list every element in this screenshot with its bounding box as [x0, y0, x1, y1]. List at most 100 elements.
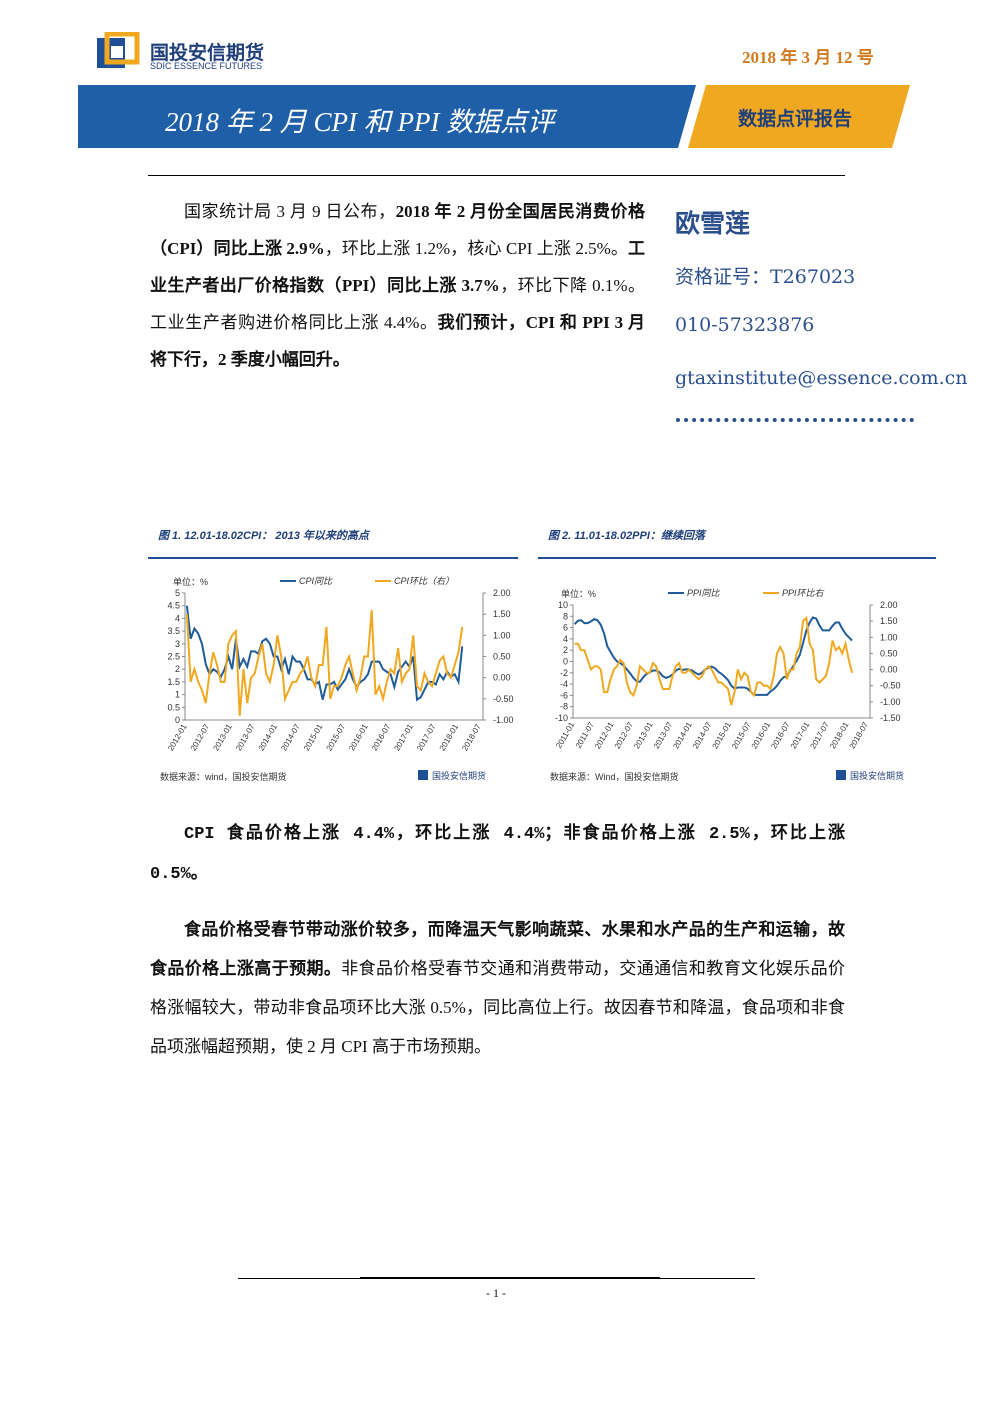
logo-en: SDIC ESSENCE FUTURES — [150, 61, 263, 71]
text-run: ，环比下降 0.1%。工业生产者购进价格同比上涨 4.4%。 — [150, 276, 645, 332]
text-run: 我们预计，CPI 和 PPI 3 月将下行，2 季度小幅回升。 — [150, 313, 645, 369]
y2-tick-label: 0.00 — [493, 673, 511, 683]
y2-tick-label: 1.00 — [880, 632, 898, 642]
y-tick-label: 10 — [558, 600, 568, 610]
legend-label: PPI同比 — [687, 588, 721, 598]
chart: 图 2. 11.01-18.02PPI：继续回落单位：%-10-8-6-4-20… — [538, 529, 936, 782]
legend-label: CPI环比（右） — [394, 576, 454, 586]
y-tick-label: 8 — [563, 611, 568, 621]
author-cert: 资格证号：T267023 — [675, 266, 856, 288]
x-tick-label: 2015-01 — [302, 722, 325, 752]
report-date: 2018 年 3 月 12 号 — [742, 48, 874, 67]
paragraph: 食品价格受春节带动涨价较多，而降温天气影响蔬菜、水果和水产品的生产和运输，故食品… — [150, 910, 845, 1066]
summary: 国家统计局 3 月 9 日公布，2018 年 2 月份全国居民消费价格（CPI）… — [150, 193, 645, 378]
y2-tick-label: 2.00 — [880, 600, 898, 610]
x-tick-label: 2013-01 — [211, 722, 234, 752]
y2-tick-label: -1.50 — [880, 713, 901, 723]
text-run: 2018 年 2 月份全国居民消费价格（CPI）同比上涨 2.9% — [150, 202, 646, 258]
y-tick-label: 0 — [563, 657, 568, 667]
y-tick-label: 3.5 — [167, 626, 180, 636]
y-tick-label: 4 — [175, 613, 180, 623]
y-tick-label: -8 — [560, 702, 568, 712]
y-tick-label: 5 — [175, 588, 180, 598]
y-tick-label: -10 — [555, 713, 568, 723]
logo-icon — [97, 32, 140, 68]
x-tick-label: 2016-01 — [347, 722, 370, 752]
x-tick-label: 2014-01 — [257, 722, 280, 752]
author-email: gtaxinstitute@essence.com.cn — [675, 367, 968, 389]
y2-tick-label: 0.00 — [880, 665, 898, 675]
y-tick-label: 2 — [175, 664, 180, 674]
source-logo: 国投安信期货 — [850, 770, 904, 781]
page-number: - 1 - — [486, 1286, 506, 1300]
y2-tick-label: -1.00 — [880, 697, 901, 707]
text-run: CPI 食品价格上涨 4.4%，环比上涨 4.4%；非食品价格上涨 2.5%，环… — [150, 825, 845, 884]
y2-tick-label: -0.50 — [880, 681, 901, 691]
y2-tick-label: 0.50 — [493, 652, 511, 662]
y2-tick-label: 1.50 — [880, 616, 898, 626]
y-tick-label: 4 — [563, 634, 568, 644]
x-tick-label: 2012-07 — [189, 722, 212, 752]
x-tick-label: 2018-01 — [438, 722, 461, 752]
x-tick-label: 2012-01 — [166, 722, 189, 752]
y2-tick-label: 0.50 — [880, 648, 898, 658]
title-banner — [78, 85, 910, 148]
y-tick-label: 0.5 — [167, 702, 180, 712]
y2-tick-label: 1.50 — [493, 609, 511, 619]
source-logo-icon — [836, 770, 846, 780]
series-line — [185, 609, 464, 716]
dotted-rule — [676, 418, 914, 422]
text-run: 工业生产者出厂价格指数（PPI）同比上涨 3.7% — [150, 239, 645, 295]
logo-cn: 国投安信期货 — [150, 42, 265, 64]
y2-tick-label: -0.50 — [493, 694, 514, 704]
text-run: ，环比上涨 1.2%，核心 CPI 上涨 2.5%。 — [324, 239, 628, 258]
unit-label: 单位：% — [561, 588, 596, 599]
x-tick-label: 2014-07 — [279, 722, 302, 752]
y-tick-label: 1 — [175, 690, 180, 700]
source-logo-icon — [418, 770, 428, 780]
y-tick-label: -6 — [560, 690, 568, 700]
chart-title: 图 1. 12.01-18.02CPI： 2013 年以来的高点 — [158, 529, 371, 542]
y2-tick-label: -1.00 — [493, 715, 514, 725]
y-tick-label: -4 — [560, 679, 568, 689]
x-tick-label: 2017-07 — [415, 722, 438, 752]
text-run: 食品价格受春节带动涨价较多，而降温天气影响蔬菜、水果和水产品的生产和运输，故食品… — [150, 920, 845, 978]
y-tick-label: 6 — [563, 623, 568, 633]
y-tick-label: 2 — [563, 645, 568, 655]
series-line — [574, 615, 854, 706]
x-tick-label: 2016-07 — [370, 722, 393, 752]
y-tick-label: 3 — [175, 639, 180, 649]
footer-rule — [360, 1277, 660, 1279]
x-tick-label: 2018-07 — [848, 720, 871, 750]
x-tick-label: 2015-07 — [325, 722, 348, 752]
unit-label: 单位：% — [173, 576, 208, 587]
y-tick-label: 2.5 — [167, 652, 180, 662]
y-tick-label: 1.5 — [167, 677, 180, 687]
source-logo: 国投安信期货 — [432, 770, 486, 781]
y-tick-label: 0 — [175, 715, 180, 725]
legend-label: CPI同比 — [299, 576, 333, 586]
paragraph: CPI 食品价格上涨 4.4%，环比上涨 4.4%；非食品价格上涨 2.5%，环… — [150, 815, 845, 895]
y-tick-label: 4.5 — [167, 601, 180, 611]
chart-source: 数据来源：wind，国投安信期货 — [160, 771, 287, 782]
text-run: 非食品价格受春节交通和消费带动，交通通信和教育文化娱乐品价格涨幅较大，带动非食品… — [150, 959, 846, 1056]
report-title: 2018 年 2 月 CPI 和 PPI 数据点评 — [165, 107, 555, 137]
author-name: 欧雪莲 — [675, 209, 751, 238]
rule — [148, 175, 845, 176]
report-tag: 数据点评报告 — [738, 109, 853, 130]
x-tick-label: 2013-07 — [234, 722, 257, 752]
chart-source: 数据来源：Wind，国投安信期货 — [550, 771, 679, 782]
y-tick-label: -2 — [560, 668, 568, 678]
y2-tick-label: 1.00 — [493, 630, 511, 640]
series-line — [573, 616, 853, 696]
author-phone: 010-57323876 — [675, 314, 815, 336]
series-line — [185, 605, 464, 702]
chart-title: 图 2. 11.01-18.02PPI：继续回落 — [548, 529, 707, 542]
x-tick-label: 2017-01 — [392, 722, 415, 752]
x-tick-label: 2018-07 — [460, 722, 483, 752]
text-run: 国家统计局 3 月 9 日公布， — [184, 202, 396, 221]
legend-label: PPI环比右 — [782, 588, 825, 598]
y2-tick-label: 2.00 — [493, 588, 511, 598]
